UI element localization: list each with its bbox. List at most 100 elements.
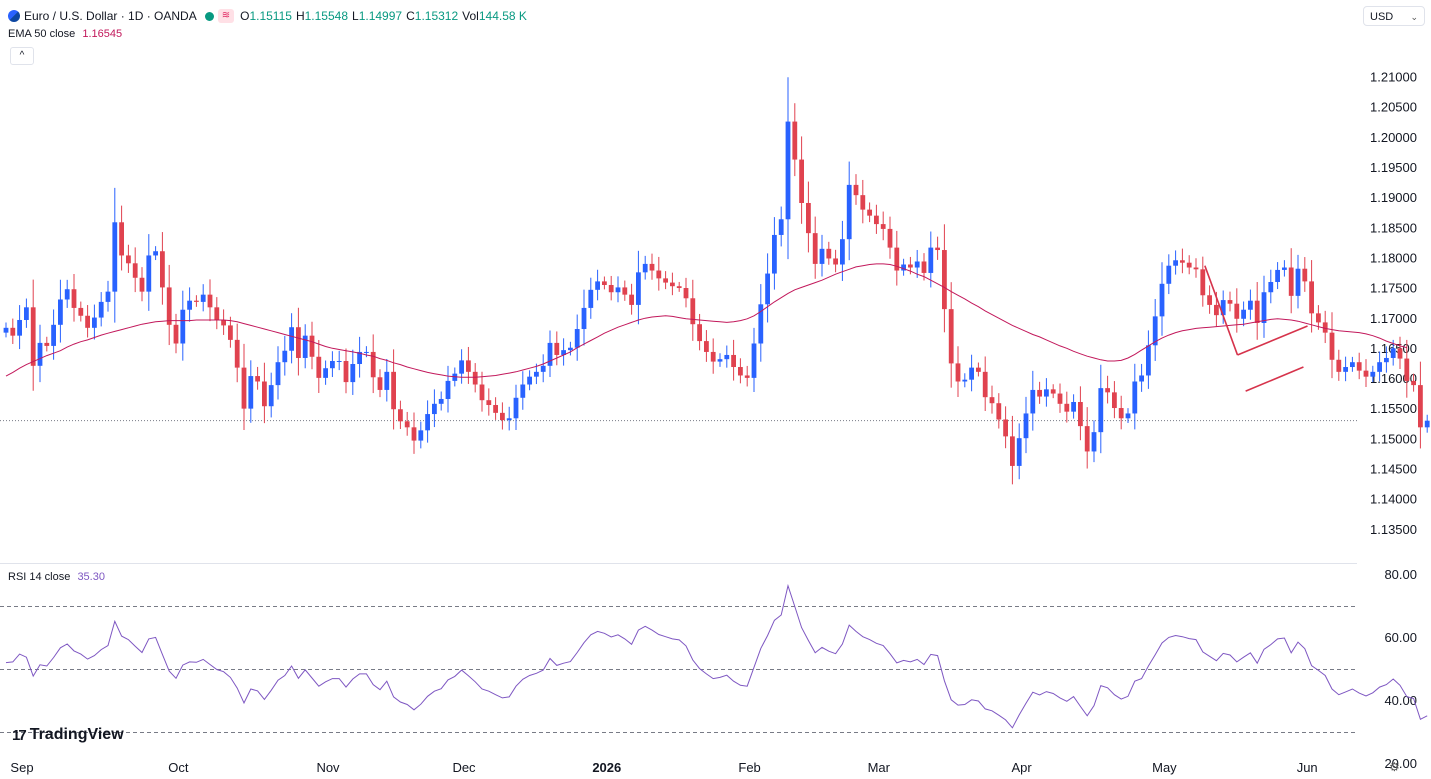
candle-body [486,400,492,406]
candle-body [1050,389,1056,394]
price-tick-label: 1.14000 [1370,492,1417,507]
candle-body [1288,267,1294,296]
candle-body [3,327,9,333]
drawn-pattern[interactable] [1204,265,1308,392]
candle-body [812,233,818,264]
candle-body [10,327,16,336]
candle-body [58,299,63,325]
candle-body [302,335,308,358]
candle-body [513,397,519,419]
rsi-legend-value: 35.30 [77,571,105,583]
collapse-legend-button[interactable]: ^ [10,47,34,65]
candle-body [622,287,628,295]
time-tick-label: May [1152,760,1177,775]
candle-body [1309,281,1314,314]
price-tick-label: 1.19500 [1370,160,1417,175]
rsi-tick-label: 40.00 [1384,693,1417,708]
candle-body [418,430,424,441]
candle-body [234,339,240,368]
candle-body [649,263,655,271]
candle-body [799,159,804,203]
candle-body [85,315,90,328]
time-tick-label: Apr [1011,760,1032,775]
candle-body [574,329,580,348]
candle-body [676,286,682,289]
candle-body [1390,348,1396,358]
candle-body [935,247,940,251]
candle-body [316,356,322,378]
ohlc-value: 1.14997 [358,9,403,23]
candle-body [1091,432,1097,452]
candle-body [554,342,560,355]
candle-body [710,351,716,362]
candle-body [472,371,478,385]
price-tick-label: 1.13500 [1370,522,1417,537]
price-tick-label: 1.19000 [1370,190,1417,205]
candle-body [772,234,777,274]
candle-body [1125,413,1131,419]
time-axis[interactable]: Sep Oct Nov Dec 2026 Feb Mar Apr May Jun [10,760,1317,775]
ema-legend-value: 1.16545 [82,28,123,40]
ema-legend[interactable]: EMA 50 close 1.16545 [8,28,122,40]
candle-body [962,379,968,382]
candle-body [1200,269,1206,296]
currency-select[interactable]: USD ⌄ [1363,6,1425,26]
candle-body [948,309,954,364]
candle-body [1071,401,1076,412]
ohlc-key: H [295,9,305,23]
candle-body [738,367,743,376]
price-tick-label: 1.21000 [1370,70,1417,85]
candle-body [364,351,369,353]
candle-body [160,251,165,288]
candle-body [1275,269,1280,282]
candle-body [1132,381,1138,414]
candle-body [166,287,172,325]
ohlc-key: C [406,9,415,23]
candle-body [1037,389,1042,397]
candle-body [608,285,614,293]
candle-body [670,282,675,287]
rsi-axis[interactable]: 80.00 60.00 40.00 20.00 [1384,567,1417,771]
candle-body [309,335,315,357]
trendline[interactable] [1245,366,1304,392]
candle-body [1316,313,1321,323]
time-tick-label: Jun [1297,760,1318,775]
symbol-title[interactable]: Euro / U.S. Dollar · 1D · OANDA [24,9,197,23]
price-axis[interactable]: 1.21000 1.20500 1.20000 1.19500 1.19000 1.185… [1370,70,1417,537]
compare-icon[interactable]: ≋ [217,9,235,23]
candle-body [860,195,866,210]
candle-body [30,307,36,366]
rsi-legend[interactable]: RSI 14 close 35.30 [8,571,105,583]
trendline[interactable] [1204,265,1239,356]
candle-body [336,360,342,362]
trendline[interactable] [1237,325,1308,356]
candle-body [683,288,689,299]
candle-body [894,247,900,271]
settings-gear-icon[interactable]: ⚙ [1389,760,1400,774]
candle-body [996,403,1002,420]
candle-body [1424,420,1430,428]
time-tick-label: Sep [10,760,33,775]
candle-body [78,307,84,316]
time-tick-label: 2026 [592,760,621,775]
candle-body [880,224,886,229]
candle-body [806,202,811,234]
candle-body [228,325,233,340]
candle-body [690,298,696,325]
candle-body [778,219,784,235]
price-tick-label: 1.20000 [1370,130,1417,145]
candle-body [1044,389,1049,397]
candle-body [268,385,274,407]
candle-body [200,294,206,302]
tradingview-logo[interactable]: 17 TradingView [12,726,124,744]
market-status-dot-icon [204,11,214,21]
candle-body [1166,265,1172,284]
candle-body [64,289,70,300]
candle-body [1139,375,1144,382]
candle-body [792,121,798,160]
price-tick-label: 1.20500 [1370,100,1417,115]
candle-body [826,248,832,259]
candle-body [98,301,104,318]
candle-body [398,409,403,422]
